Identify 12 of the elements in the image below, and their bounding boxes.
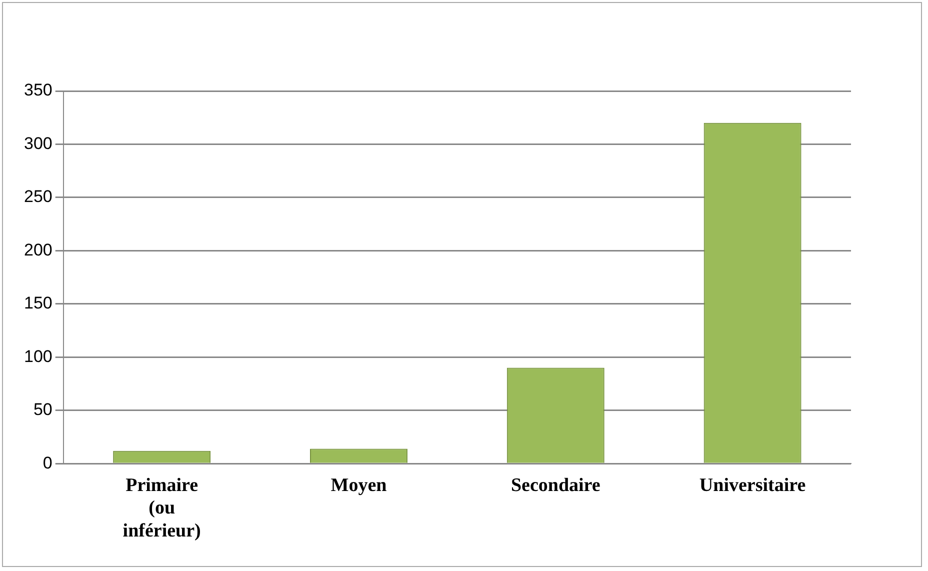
y-tick-label: 0 (42, 453, 52, 472)
x-tick-label: Secondaire (510, 474, 600, 496)
y-tick-label: 100 (24, 346, 52, 366)
x-tick-label: Universitaire (699, 474, 806, 496)
x-tick-label: Moyen (330, 474, 388, 496)
y-tick-label: 350 (24, 80, 52, 100)
y-tick-label: 150 (24, 294, 52, 313)
x-tick-label: Primaire (ou inférieur) (122, 474, 201, 542)
y-tick-label: 200 (24, 240, 52, 260)
y-tick-label: 300 (24, 134, 52, 153)
y-tick-label: 250 (24, 187, 52, 206)
y-tick-label: 50 (33, 400, 52, 420)
